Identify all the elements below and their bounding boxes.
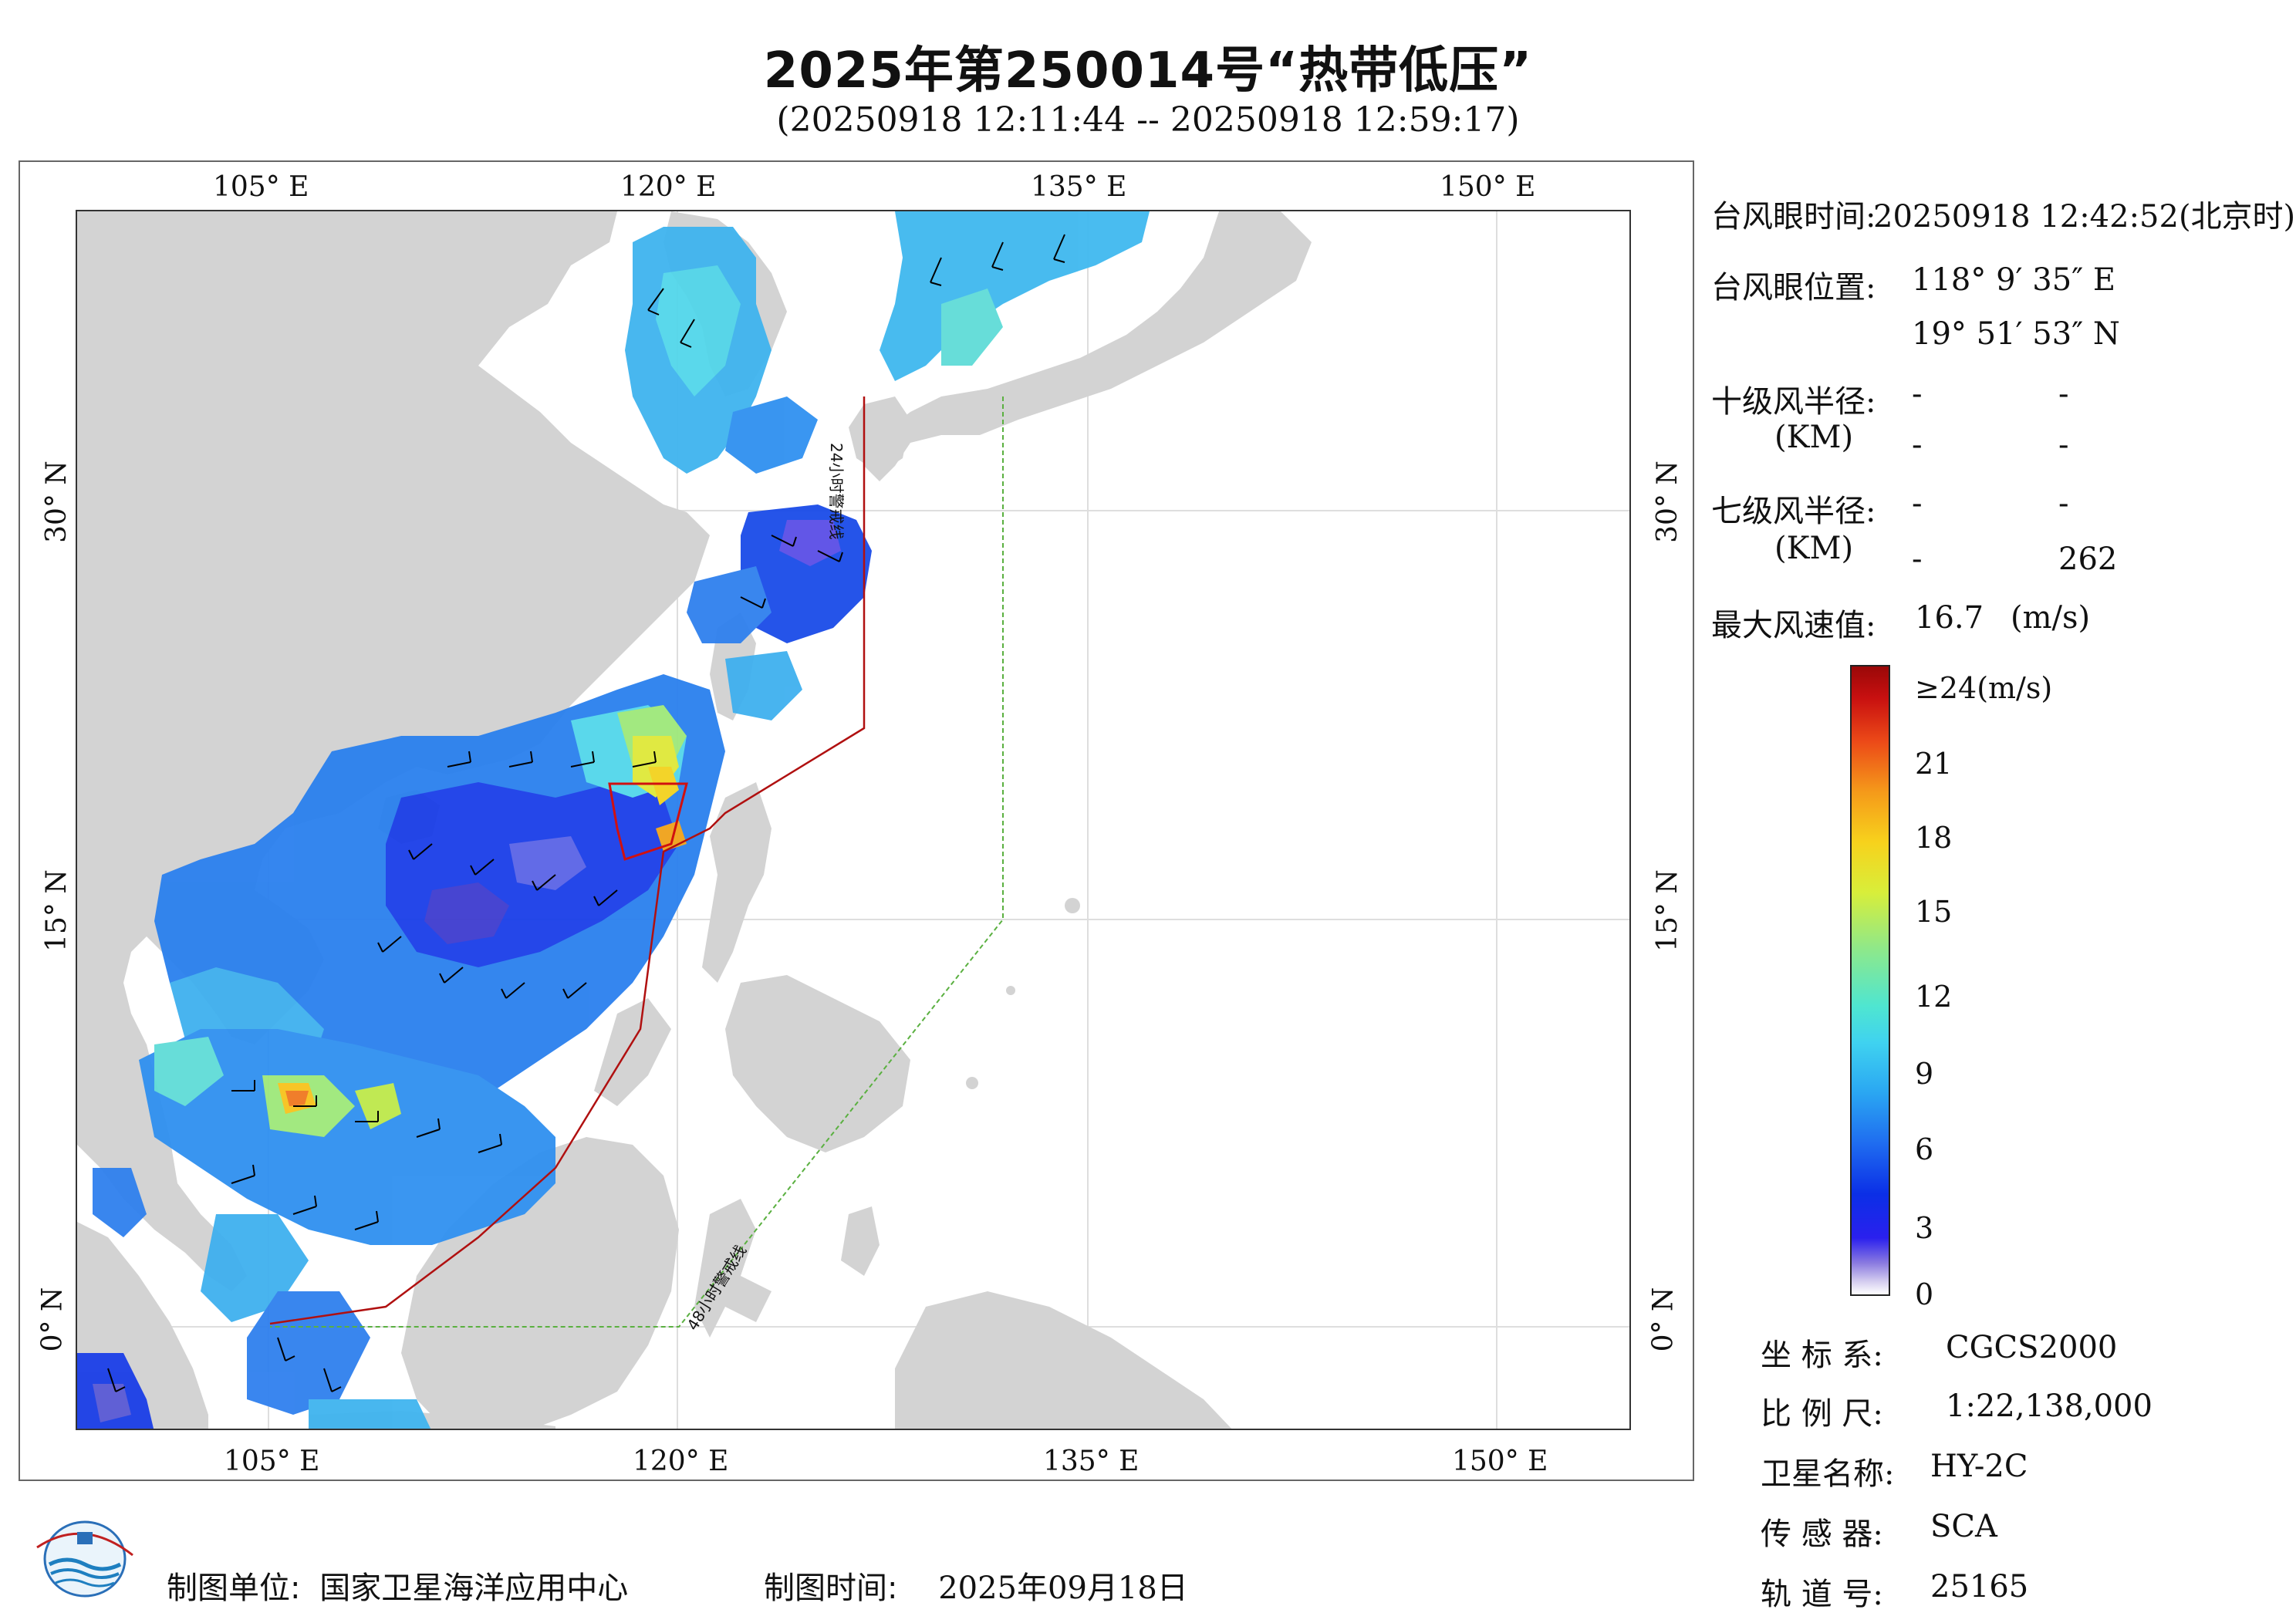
satellite-label: 卫星名称: [1761,1456,1895,1492]
colorbar-label-6: 6 [1915,1132,1934,1166]
colorbar-label-15: 15 [1915,895,1953,929]
orbit-value: 25165 [1930,1569,2029,1604]
colorbar-label-18: 18 [1915,821,1953,855]
warning-line-48h [270,396,1004,1328]
typhoon-eye-marker [608,782,688,861]
lon-tick-bottom-120: 120° E [633,1446,729,1477]
wind-speed-swath [77,211,1150,1429]
eye-time-value: 20250918 12:42:52(北京时) [1873,199,2296,235]
lat-tick-right-30: 30° N [1651,461,1683,543]
colorbar-label-9: 9 [1915,1057,1934,1091]
footer-time: 制图时间: 2025年09月18日 [764,1563,1188,1608]
sensor-label: 传 感 器: [1761,1517,1883,1552]
r10-value-c: - [1912,427,1923,463]
land-islet-3 [966,1077,978,1089]
scale-label: 比 例 尺: [1761,1396,1883,1432]
r7-value-a: - [1912,486,1923,521]
lon-tick-top-150: 150° E [1440,171,1536,203]
map-title: 2025年第250014号“热带低压” [763,42,1533,100]
colorbar-label-3: 3 [1915,1211,1934,1245]
lon-tick-bottom-150: 150° E [1452,1446,1548,1477]
lon-tick-top-135: 135° E [1031,171,1127,203]
map-canvas [77,211,1629,1429]
footer-unit: 制图单位: 国家卫星海洋应用中心 [167,1563,628,1608]
satellite-value: HY-2C [1930,1449,2028,1484]
land-islet-2 [1006,986,1015,995]
time-range-subtitle: (20250918 12:11:44 -- 20250918 12:59:17) [776,100,1520,140]
lon-tick-bottom-135: 135° E [1043,1446,1140,1477]
eye-longitude: 118° 9′ 35″ E [1912,262,2116,298]
sensor-value: SCA [1930,1509,1997,1544]
r7-value-c: - [1912,542,1923,577]
footer-unit-value: 国家卫星海洋应用中心 [319,1571,629,1606]
land-islet-1 [1065,898,1080,913]
lat-tick-left-30: 30° N [40,461,73,543]
warning-line-24h [269,396,866,1325]
scale-value: 1:22,138,000 [1946,1388,2152,1424]
r7-value-b: - [2058,486,2069,521]
wind-speed-colorbar [1850,665,1890,1296]
crs-label: 坐 标 系: [1761,1338,1883,1373]
lon-tick-bottom-105: 105° E [224,1446,320,1477]
max-wind-value: 16.7 [1915,600,1984,636]
r7-label: 七级风半径: [1711,494,1876,529]
eye-time-label: 台风眼时间: [1711,199,1876,235]
colorbar-label-21: 21 [1915,747,1953,781]
r7-value-d: 262 [2058,542,2118,577]
r10-label: 十级风半径: [1711,384,1876,420]
footer-unit-label: 制图单位: [167,1571,301,1606]
lat-tick-right-0: 0° N [1647,1287,1680,1352]
land-sulawesi [694,1199,772,1338]
crs-value: CGCS2000 [1946,1330,2118,1365]
land-kyushu [849,396,910,474]
footer-time-label: 制图时间: [764,1571,898,1606]
r10-value-b: - [2058,376,2069,412]
r10-value-a: - [1912,376,1923,412]
colorbar-label-24: ≥24(m/s) [1915,671,2053,705]
colorbar-label-0: 0 [1915,1277,1934,1311]
land-new-guinea [895,1291,1232,1429]
land-luzon [702,782,772,983]
lat-tick-left-0: 0° N [36,1287,69,1352]
lat-tick-right-15: 15° N [1651,869,1683,952]
lon-tick-top-120: 120° E [620,171,717,203]
eye-position-label: 台风眼位置: [1711,270,1876,305]
orbit-label: 轨 道 号: [1761,1577,1883,1612]
r10-value-d: - [2058,427,2069,463]
r10-km-label: (KM) [1774,420,1854,455]
land-moluccas [841,1206,880,1276]
map-frame [19,160,1694,1481]
land-visayas-mindanao [725,975,910,1152]
max-wind-label: 最大风速值: [1711,608,1876,643]
lat-tick-left-15: 15° N [40,869,73,952]
max-wind-unit: (m/s) [2011,600,2091,636]
lon-tick-top-105: 105° E [213,171,309,203]
r7-km-label: (KM) [1774,531,1854,566]
land-japan [864,211,1312,481]
eye-latitude: 19° 51′ 53″ N [1912,316,2120,352]
wind-barbs [107,234,1065,1392]
nsoas-logo [36,1520,133,1598]
land-palawan [594,998,671,1106]
warning-line-24h-label: 24小时警戒线 [827,443,846,540]
colorbar-label-12: 12 [1915,980,1953,1014]
wind-field-map[interactable]: 24小时警戒线 48小时警戒线 [76,210,1631,1430]
footer-time-value: 2025年09月18日 [938,1571,1188,1606]
